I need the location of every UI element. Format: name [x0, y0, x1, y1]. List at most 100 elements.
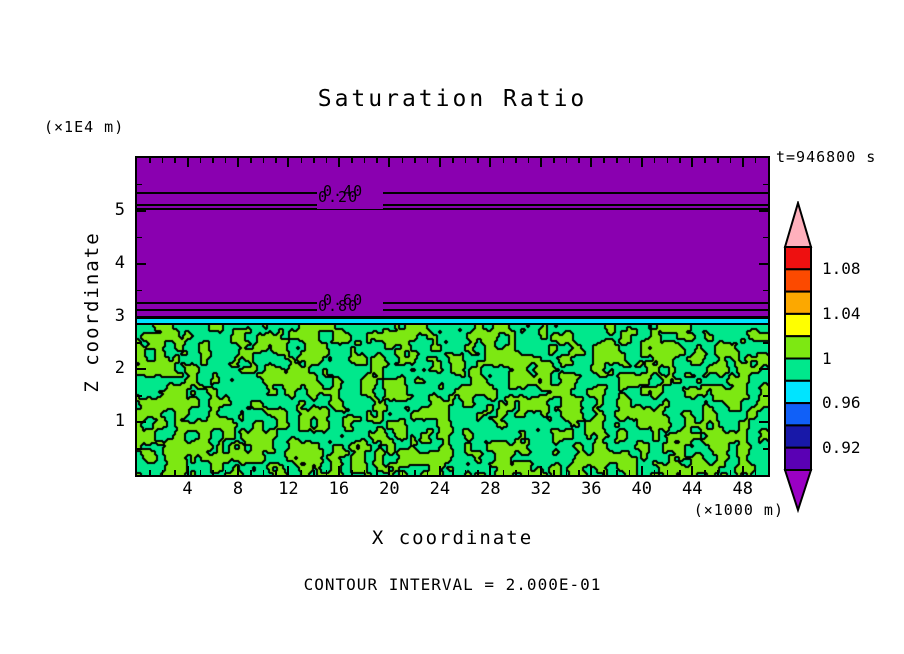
contour-line: [137, 208, 768, 210]
tick-mark: [351, 470, 353, 475]
z-axis-unit: (×1E4 m): [44, 118, 125, 136]
x-tick-label: 12: [278, 479, 299, 499]
tick-mark: [137, 421, 146, 424]
tick-mark: [763, 342, 768, 344]
tick-mark: [287, 158, 290, 167]
tick-mark: [729, 470, 732, 475]
tick-mark: [754, 470, 757, 475]
colorbar-tick-label: 0.96: [822, 393, 861, 412]
tick-mark: [754, 158, 757, 163]
tick-mark: [653, 470, 656, 475]
tick-mark: [464, 470, 467, 475]
tick-mark: [137, 262, 146, 265]
tick-mark: [262, 470, 265, 475]
boundary-contour-band: [137, 316, 768, 319]
tick-mark: [578, 470, 580, 475]
colorbar-segment: [784, 312, 812, 338]
colorbar-segment: [784, 268, 812, 293]
contour-line: [137, 204, 768, 206]
tick-mark: [137, 315, 146, 318]
tick-mark: [489, 466, 492, 475]
x-tick-label: 16: [328, 479, 350, 499]
z-tick-label: 2: [114, 358, 125, 379]
tick-mark: [603, 158, 605, 163]
tick-mark: [161, 158, 164, 163]
x-tick-label: 40: [631, 479, 653, 499]
tick-mark: [691, 158, 694, 167]
tick-mark: [376, 158, 378, 163]
tick-mark: [489, 158, 492, 167]
x-tick-label: 32: [530, 479, 552, 499]
tick-mark: [515, 158, 517, 163]
colorbar-segment: [784, 290, 812, 315]
colorbar-segment: [784, 379, 812, 405]
tick-mark: [186, 466, 189, 475]
tick-mark: [149, 158, 151, 163]
colorbar-arrow: [783, 469, 813, 513]
tick-mark: [224, 158, 227, 163]
colorbar-arrow: [783, 201, 813, 248]
tick-mark: [363, 158, 366, 163]
tick-mark: [300, 158, 303, 163]
contour-interval-note: CONTOUR INTERVAL = 2.000E-01: [303, 575, 602, 594]
x-tick-label: 20: [379, 479, 400, 499]
tick-mark: [287, 466, 290, 475]
tick-mark: [337, 158, 340, 167]
tick-mark: [237, 158, 239, 167]
tick-mark: [351, 158, 353, 163]
x-tick-label: 36: [581, 479, 602, 499]
boundary-contour-line: [137, 323, 768, 325]
tick-mark: [137, 236, 142, 239]
tick-mark: [174, 470, 176, 475]
colorbar-segment: [784, 446, 812, 471]
tick-mark: [666, 470, 668, 475]
tick-mark: [161, 470, 164, 475]
tick-mark: [759, 262, 768, 265]
tick-mark: [388, 466, 391, 475]
tick-mark: [640, 466, 643, 475]
colorbar-tick-label: 1.04: [822, 304, 861, 323]
tick-mark: [578, 158, 580, 163]
x-axis-unit: (×1000 m): [693, 501, 784, 519]
x-tick-label: 44: [682, 479, 703, 499]
tick-mark: [426, 470, 429, 475]
tick-mark: [313, 470, 315, 475]
tick-mark: [565, 158, 568, 163]
tick-mark: [275, 470, 277, 475]
tick-mark: [704, 158, 706, 163]
x-tick-label: 8: [232, 479, 244, 499]
tick-mark: [679, 470, 681, 475]
tick-mark: [313, 158, 315, 163]
tick-mark: [149, 470, 151, 475]
colorbar: [783, 201, 813, 513]
tick-mark: [616, 158, 618, 163]
tick-mark: [438, 466, 441, 475]
tick-mark: [224, 470, 227, 475]
tick-mark: [759, 315, 768, 318]
timestamp-label: t=946800 s: [776, 148, 877, 166]
x-tick-label: 4: [182, 479, 193, 499]
contour-label-upper: 0.40 0.20: [317, 182, 383, 209]
tick-mark: [300, 470, 303, 475]
tick-mark: [666, 158, 668, 163]
tick-mark: [438, 158, 441, 167]
tick-mark: [337, 466, 340, 475]
z-tick-label: 5: [114, 199, 125, 220]
tick-mark: [401, 470, 403, 475]
noisy-saturation-region-canvas: [137, 325, 768, 475]
tick-mark: [199, 470, 202, 475]
contour-label-text: 0.60: [323, 291, 364, 309]
tick-mark: [414, 470, 416, 475]
tick-mark: [741, 158, 744, 167]
tick-mark: [186, 158, 189, 167]
tick-mark: [401, 158, 403, 163]
tick-mark: [717, 470, 719, 475]
x-tick-label: 24: [429, 479, 451, 499]
tick-mark: [628, 470, 631, 475]
plot-title: Saturation Ratio: [317, 86, 588, 112]
tick-mark: [691, 466, 694, 475]
z-tick-label: 3: [114, 305, 125, 326]
colorbar-segment: [784, 357, 812, 382]
tick-mark: [376, 470, 378, 475]
tick-mark: [452, 470, 454, 475]
